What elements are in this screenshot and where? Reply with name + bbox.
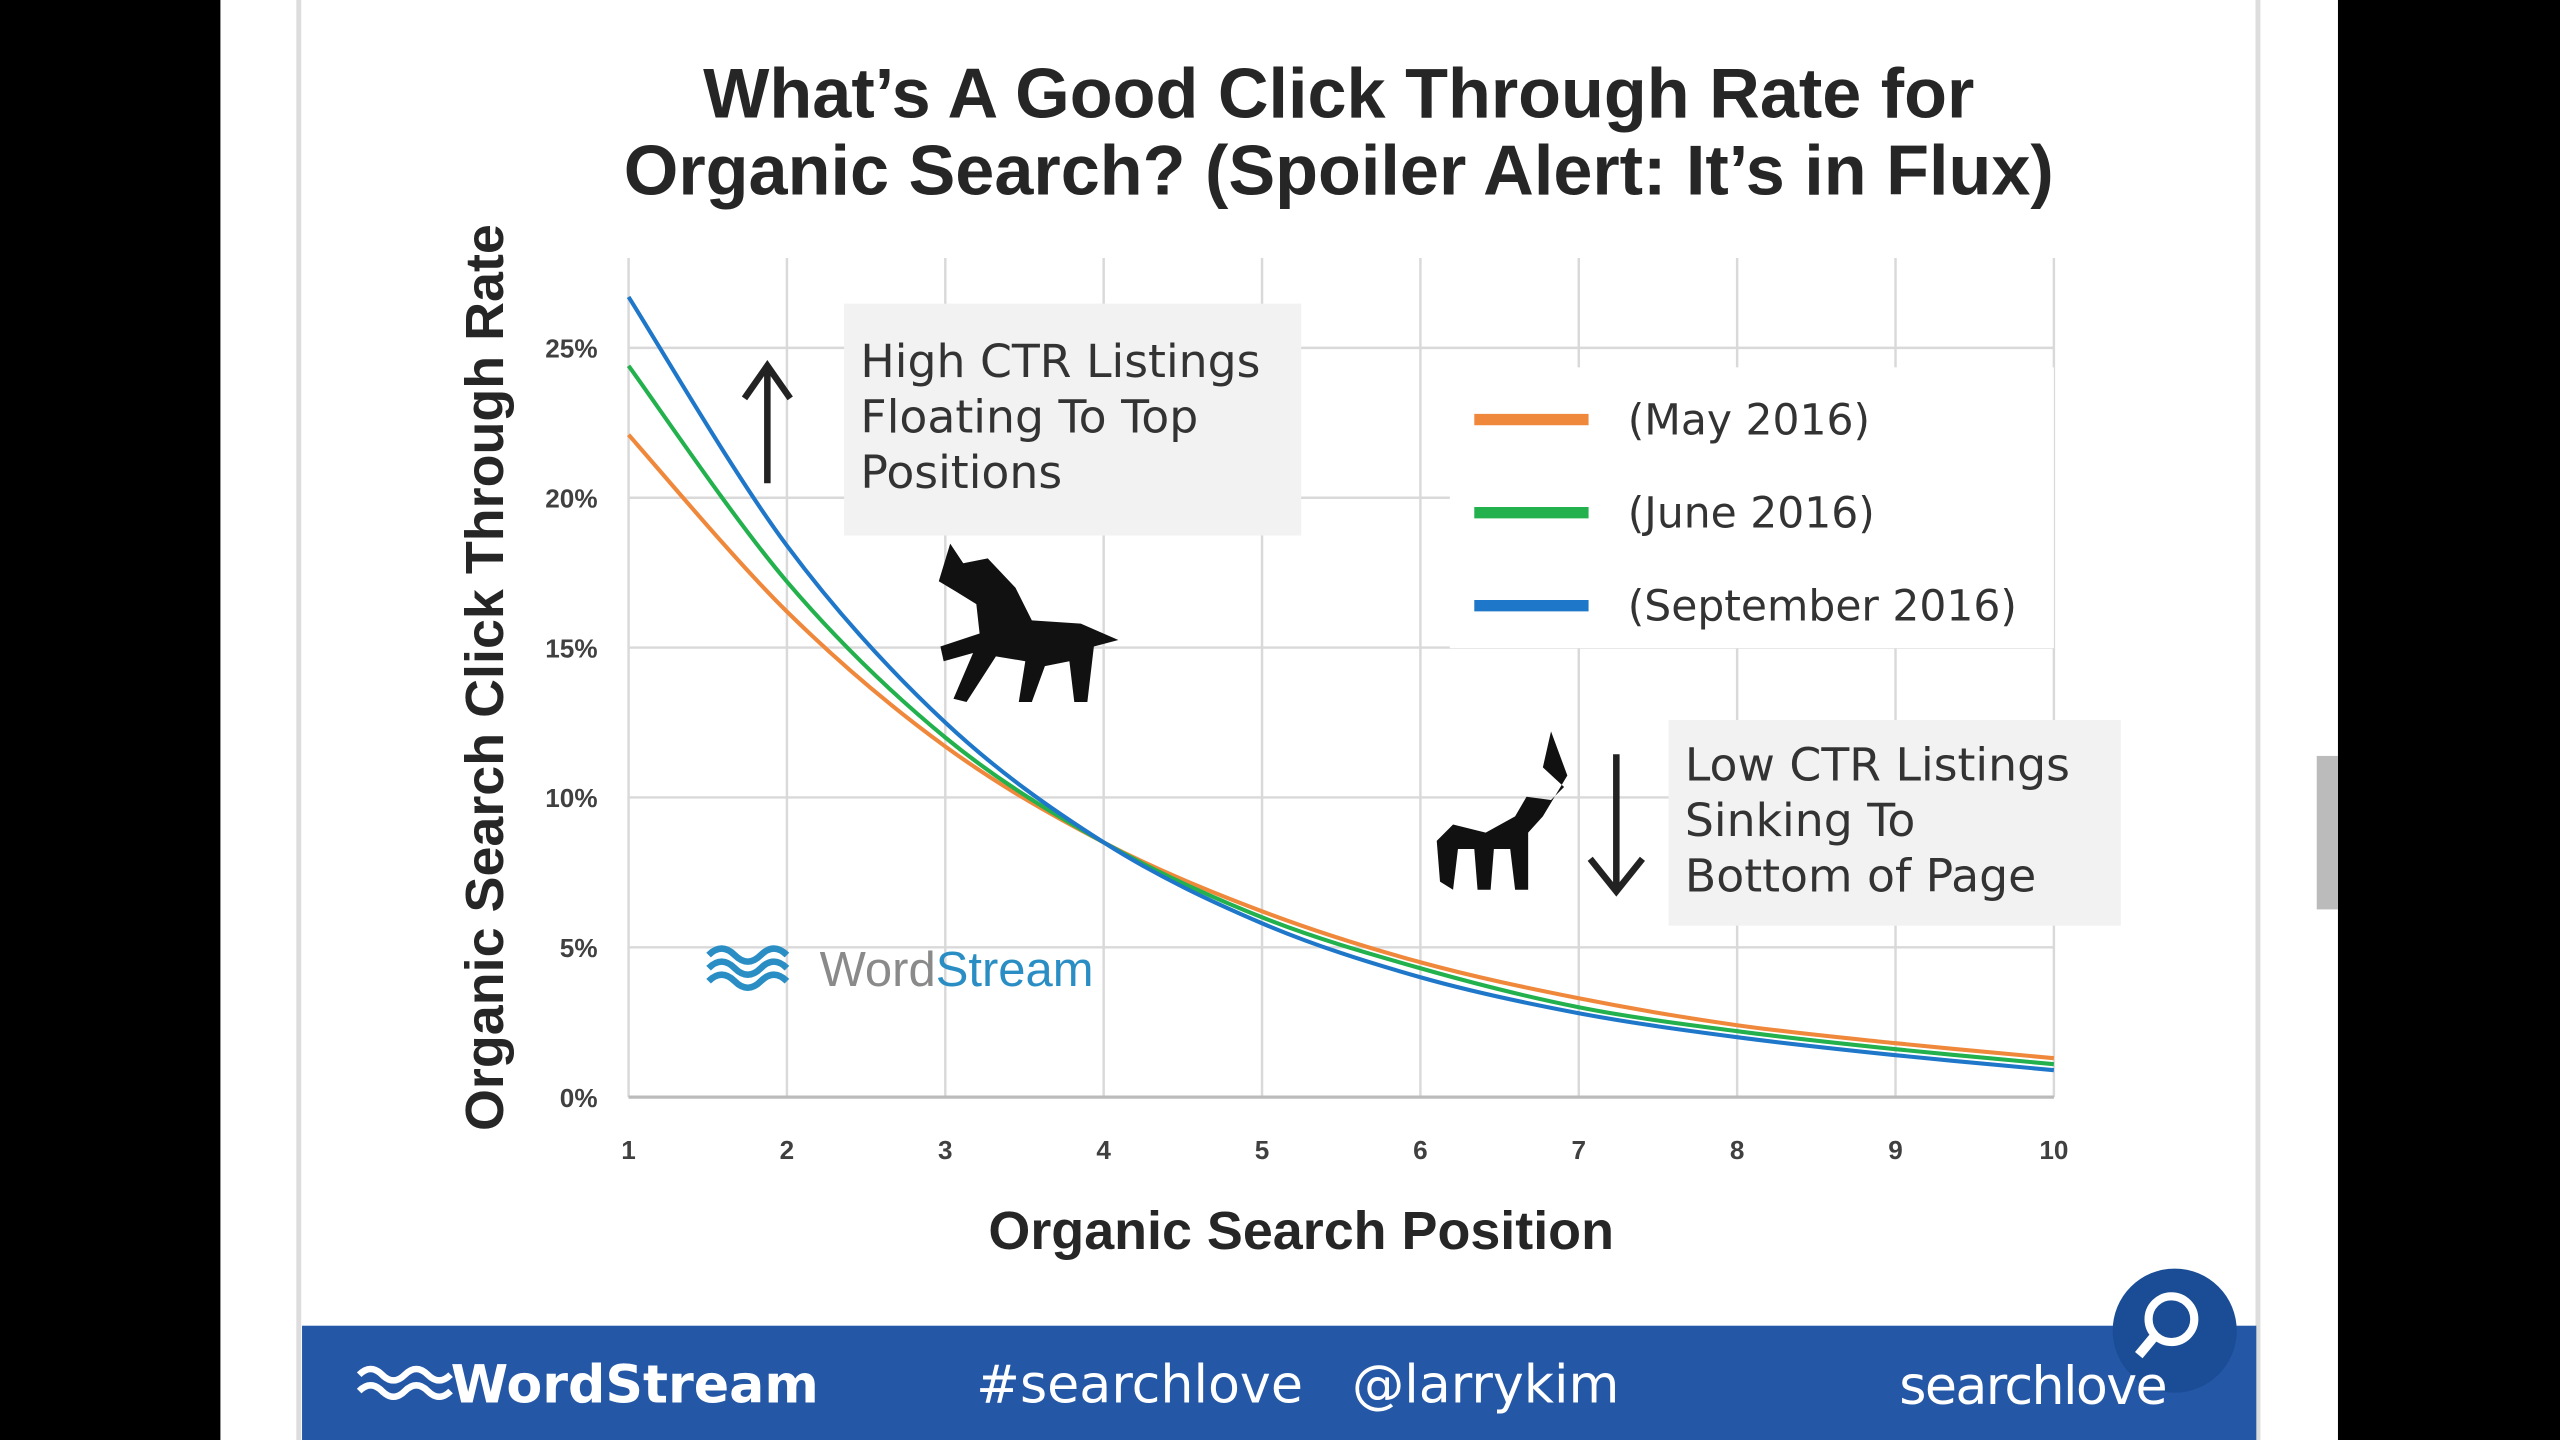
x-tick-label: 9: [1888, 1135, 1903, 1165]
title-line: What’s A Good Click Through Rate for: [703, 54, 1974, 133]
x-tick-label: 8: [1730, 1135, 1745, 1165]
legend-label: (May 2016): [1628, 396, 1870, 445]
x-tick-label: 2: [780, 1135, 795, 1165]
footer-hashtag: #searchlove: [976, 1355, 1303, 1415]
annotation: Floating To Top: [860, 391, 1198, 444]
y-tick-label: 10%: [545, 783, 597, 813]
y-axis-label: Organic Search Click Through Rate: [455, 224, 515, 1131]
watermark-word: Word: [820, 943, 936, 997]
y-tick-label: 15%: [545, 633, 597, 663]
up-arrow: [741, 360, 793, 484]
x-tick-label: 3: [938, 1135, 953, 1165]
x-tick-label: 4: [1096, 1135, 1111, 1165]
annotation: Sinking To: [1685, 794, 1915, 847]
x-tick-label: 1: [621, 1135, 636, 1165]
plot: 1 2 3 4 5 6 7 8 9 10 0% 5% 10% 15% 20% 25% (May 2016) (Ju…: [545, 257, 2068, 1165]
annotation: High CTR Listings: [860, 335, 1260, 388]
footer-brand: WordStream: [451, 1355, 819, 1415]
legend-label: (September 2016): [1628, 582, 2017, 631]
y-tick-label: 5%: [560, 933, 598, 963]
x-tick-label: 5: [1255, 1135, 1270, 1165]
scrollbar[interactable]: [2316, 755, 2338, 910]
annotation: Bottom of Page: [1685, 849, 2036, 902]
down-arrow: [1587, 754, 1645, 897]
x-tick-label: 6: [1413, 1135, 1428, 1165]
footer-band: [302, 1325, 2257, 1440]
watermark-stream: Stream: [936, 943, 1094, 997]
x-tick-label: 7: [1572, 1135, 1587, 1165]
footer-handle: @larrykim: [1352, 1355, 1619, 1415]
series-line: [627, 433, 2055, 1061]
x-axis-label: Organic Search Position: [988, 1201, 1614, 1261]
annotation: Positions: [860, 446, 1062, 499]
annotation-box: [844, 303, 1302, 536]
y-tick-label: 25%: [545, 334, 597, 364]
donkey-icon: [1436, 731, 1568, 890]
unicorn-icon: [938, 543, 1119, 703]
annotation-box: [1668, 720, 2121, 926]
logo-handle: [2135, 1332, 2159, 1359]
logo-magnifier: [2144, 1292, 2199, 1347]
logo-badge: [2112, 1268, 2237, 1393]
watermark: WordStream: [820, 943, 1094, 997]
title-line: Organic Search? (Spoiler Alert: It’s in …: [624, 130, 2054, 209]
y-tick-label: 20%: [545, 484, 597, 514]
watermark-logo: [706, 945, 790, 991]
footer-logo: [356, 1365, 453, 1400]
x-tick-label: 10: [2039, 1135, 2068, 1165]
annotation: Low CTR Listings: [1685, 738, 2070, 791]
y-tick-label: 0%: [560, 1083, 598, 1113]
series-line: [626, 295, 2055, 1073]
legend-label: (June 2016): [1628, 489, 1875, 538]
footer-logo-text: searchlove: [1899, 1357, 2166, 1417]
series-line: [626, 364, 2055, 1067]
